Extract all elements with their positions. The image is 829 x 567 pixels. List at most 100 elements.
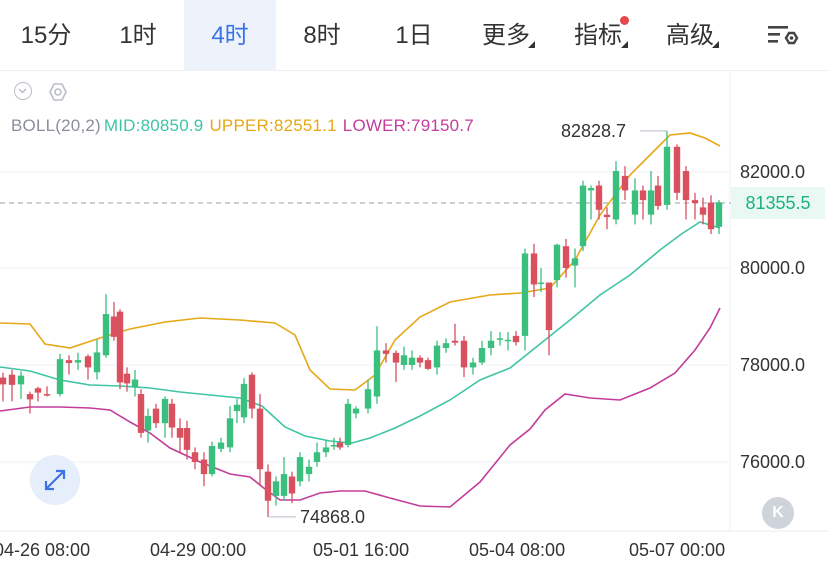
candle-up <box>537 268 545 293</box>
tab-indicators[interactable]: 指标 <box>552 0 644 70</box>
candle-up <box>330 437 338 450</box>
candle-down <box>654 175 662 210</box>
tab-more[interactable]: 更多 <box>460 0 552 70</box>
boll-mid: MID:80850.9 <box>103 116 204 135</box>
tab-1d[interactable]: 1日 <box>368 0 460 70</box>
candle-down <box>65 355 73 375</box>
chart-settings-icon[interactable] <box>766 22 800 50</box>
candle-down <box>176 418 184 453</box>
candle-down <box>336 437 344 450</box>
candle-up <box>313 442 321 467</box>
candle-down <box>256 394 264 487</box>
candle-up <box>74 352 82 370</box>
tab-label: 8时 <box>303 22 341 49</box>
candle-down <box>288 471 296 504</box>
candle-up <box>571 248 579 288</box>
candle-up <box>433 340 441 375</box>
expand-arrows-icon <box>44 469 66 491</box>
candle-up <box>469 357 477 375</box>
candle-up <box>478 340 486 365</box>
extreme-markers <box>268 130 667 518</box>
candle-up <box>715 200 723 235</box>
candle-up <box>587 185 595 220</box>
candle-up <box>631 178 639 225</box>
candle-down <box>530 243 538 298</box>
candle-up <box>352 406 360 419</box>
candle-down <box>116 309 124 390</box>
candle-up <box>364 379 372 414</box>
candle-down <box>595 180 603 220</box>
indicator-settings-icon[interactable] <box>47 81 69 103</box>
tab-1h[interactable]: 1时 <box>92 0 184 70</box>
candle-down <box>621 166 629 201</box>
x-axis-label: 04-29 00:00 <box>150 540 247 560</box>
notification-dot <box>620 16 629 25</box>
candle-down <box>691 192 699 220</box>
candle-up <box>553 243 561 288</box>
candle-down <box>183 420 191 460</box>
candle-up <box>208 441 216 477</box>
candle-down <box>382 343 390 363</box>
tab-label: 指标 <box>574 22 622 49</box>
current-price-tag: 81355.5 <box>731 187 825 219</box>
candle-down <box>168 398 176 438</box>
dropdown-triangle-icon <box>621 41 628 48</box>
candle-up <box>442 338 450 353</box>
tab-advanced[interactable]: 高级 <box>644 0 736 70</box>
dropdown-triangle-icon <box>528 41 535 48</box>
high-price-marker: 82828.7 <box>561 121 627 141</box>
candle-up <box>400 346 408 370</box>
candle-up <box>144 408 152 443</box>
candle-down <box>707 195 715 235</box>
tab-4h[interactable]: 4时 <box>184 0 276 70</box>
candle-down <box>451 323 459 346</box>
candle-down <box>152 403 160 429</box>
tab-label: 1日 <box>395 22 433 49</box>
k-line-toggle-button[interactable]: K <box>762 497 794 529</box>
candle-up <box>226 406 234 453</box>
candle-up <box>296 452 304 487</box>
boll-lower: LOWER:79150.7 <box>342 116 474 135</box>
tab-label: 1时 <box>119 22 157 49</box>
candle-up <box>487 331 495 356</box>
candle-down <box>248 372 256 419</box>
tab-label: 高级 <box>666 22 714 49</box>
candle-down <box>424 357 432 370</box>
boll-name: BOLL(20,2) <box>11 116 101 135</box>
candle-up <box>217 437 225 453</box>
x-axis-label: 05-04 08:00 <box>469 540 566 560</box>
candle-up <box>344 398 352 448</box>
candle-up <box>408 350 416 370</box>
candle-up <box>663 130 671 210</box>
collapse-indicator-icon[interactable] <box>14 82 32 100</box>
candle-up <box>93 339 101 380</box>
candle-up <box>579 180 587 252</box>
low-price-marker: 74868.0 <box>300 507 366 527</box>
candle-down <box>0 372 7 402</box>
candle-down <box>682 166 690 220</box>
y-axis-label: 82000.0 <box>740 162 806 182</box>
tab-15m[interactable]: 15分 <box>0 0 92 70</box>
x-axis-label: 04-26 08:00 <box>0 540 91 560</box>
expand-chart-button[interactable] <box>30 455 80 505</box>
tab-label: 4时 <box>211 22 249 49</box>
candle-up <box>240 378 248 424</box>
x-axis-label: 05-07 00:00 <box>629 540 726 560</box>
tab-label: 15分 <box>20 22 72 49</box>
tab-8h[interactable]: 8时 <box>276 0 368 70</box>
candle-down <box>603 207 611 230</box>
dropdown-triangle-icon <box>712 41 719 48</box>
y-axis-label: 76000.0 <box>740 452 806 472</box>
candle-down <box>460 335 468 378</box>
candle-down <box>84 354 92 380</box>
candle-down <box>34 386 42 402</box>
boll-legend: BOLL(20,2) MID:80850.9 UPPER:82551.1 LOWER:… <box>11 116 474 136</box>
candle-down <box>8 369 16 402</box>
candle-down <box>137 389 145 438</box>
boll-upper: UPPER:82551.1 <box>209 116 337 135</box>
candle-up <box>56 353 64 397</box>
candle-up <box>373 326 381 404</box>
candle-up <box>161 396 169 438</box>
candle-up <box>647 171 655 225</box>
